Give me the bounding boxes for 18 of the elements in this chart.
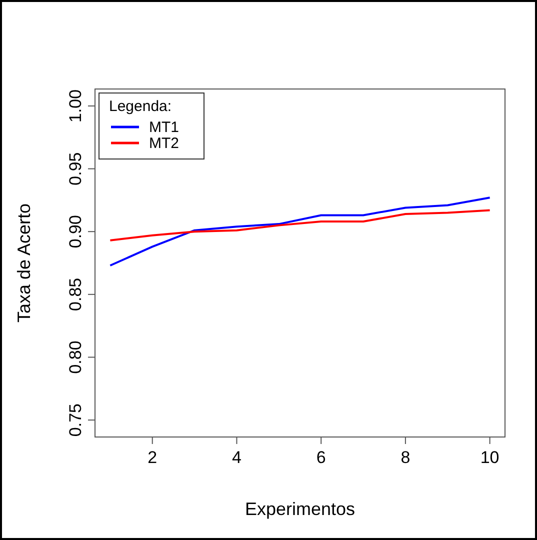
y-tick-label: 0.95 [66, 152, 85, 186]
legend-label: MT1 [149, 119, 179, 136]
legend-title: Legenda: [109, 98, 172, 115]
x-axis-title: Experimentos [244, 499, 356, 519]
x-tick-label: 2 [148, 448, 158, 467]
y-axis-title: Taxa de Acerto [14, 203, 34, 323]
x-tick-label: 6 [316, 448, 326, 467]
line-series [109, 196, 491, 267]
y-tick-label: 0.90 [66, 215, 85, 248]
legend-label: MT2 [149, 135, 179, 152]
x-tick-label: 10 [480, 448, 500, 467]
y-tick-label: 0.80 [66, 340, 85, 374]
x-tick-label: 4 [232, 448, 242, 467]
y-tick-label: 0.85 [66, 278, 85, 311]
line-series [109, 209, 491, 242]
y-tick-label: 0.75 [66, 403, 85, 437]
y-tick-label: 1.00 [66, 89, 85, 123]
x-tick-label: 8 [400, 448, 410, 467]
